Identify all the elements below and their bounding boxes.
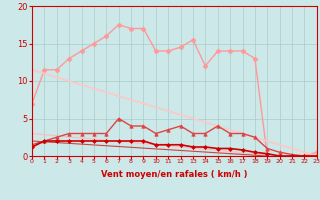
X-axis label: Vent moyen/en rafales ( km/h ): Vent moyen/en rafales ( km/h )	[101, 170, 248, 179]
